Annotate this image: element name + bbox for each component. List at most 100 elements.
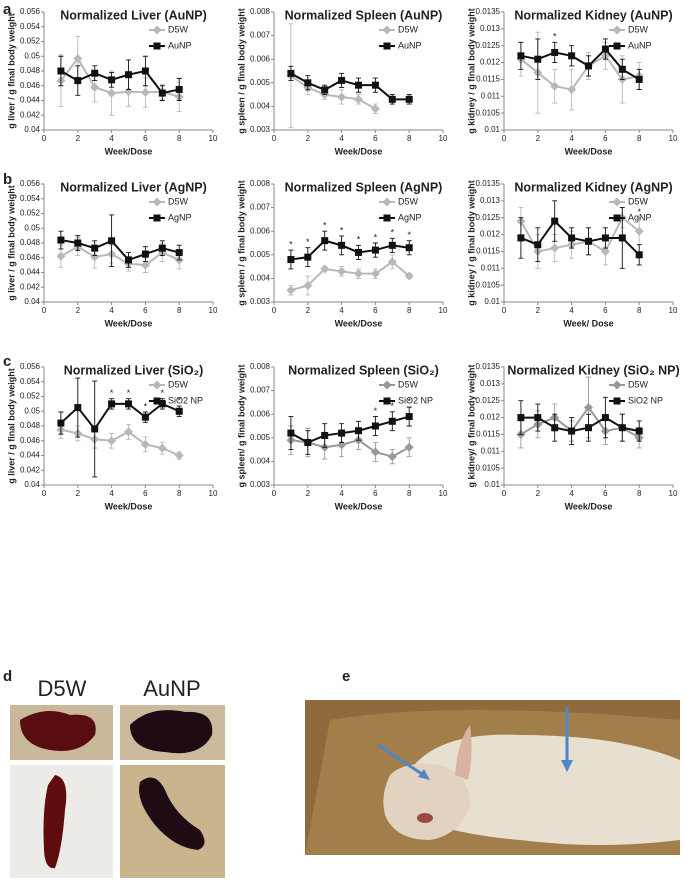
marker xyxy=(371,422,379,430)
liver xyxy=(130,710,213,754)
marker xyxy=(287,429,295,437)
marker xyxy=(153,42,161,50)
y-axis-label: g liver / g final body weight xyxy=(6,368,16,484)
legend-label: D5W xyxy=(168,379,189,389)
marker xyxy=(152,380,162,390)
marker xyxy=(338,241,346,249)
panel-label: a xyxy=(3,1,12,18)
marker xyxy=(125,400,132,408)
x-tick-label: 0 xyxy=(272,134,277,143)
y-tick-label: 0.012 xyxy=(480,413,501,422)
x-tick-label: 2 xyxy=(76,489,81,498)
y-axis-label: g liver / g final body weight xyxy=(6,13,16,129)
y-tick-label: 0.0135 xyxy=(476,179,501,188)
marker xyxy=(601,414,609,422)
marker xyxy=(108,76,116,84)
y-tick-label: 0.052 xyxy=(20,37,41,46)
y-tick-label: 0.008 xyxy=(250,179,271,188)
rat-eye xyxy=(417,813,433,823)
x-tick-label: 6 xyxy=(603,306,608,315)
legend-label: D5W xyxy=(168,196,189,206)
organ-photos xyxy=(10,705,225,878)
x-axis-label: Week/Dose xyxy=(335,318,383,328)
marker xyxy=(107,436,117,446)
y-tick-label: 0.048 xyxy=(20,421,41,430)
marker xyxy=(304,253,312,261)
marker xyxy=(371,81,379,89)
legend-label: AuNP xyxy=(398,40,422,50)
x-tick-label: 6 xyxy=(143,489,148,498)
significance-star: * xyxy=(407,230,411,240)
marker xyxy=(57,236,65,244)
y-tick-label: 0.006 xyxy=(250,54,271,63)
y-tick-label: 0.01 xyxy=(484,297,500,306)
y-tick-label: 0.04 xyxy=(24,125,40,134)
marker xyxy=(56,251,66,261)
y-tick-label: 0.004 xyxy=(250,457,271,466)
y-tick-label: 0.007 xyxy=(250,386,271,395)
y-axis-label: g spleen / g final body weight xyxy=(236,8,246,134)
rat-ear xyxy=(455,725,472,780)
legend-label: SiO2 NP xyxy=(168,395,203,405)
marker xyxy=(141,67,149,75)
x-tick-label: 0 xyxy=(42,489,47,498)
significance-star: * xyxy=(391,228,395,238)
marker xyxy=(585,424,592,432)
y-tick-label: 0.054 xyxy=(20,194,41,203)
y-tick-label: 0.0115 xyxy=(476,247,500,256)
marker xyxy=(585,237,592,245)
y-tick-label: 0.004 xyxy=(250,274,271,283)
y-tick-label: 0.05 xyxy=(24,223,40,232)
marker xyxy=(158,400,166,408)
photo-column-label: D5W xyxy=(38,676,87,701)
chart: 0.003 0.004 0.005 0.006 0.007 0.008 0 2 4 6 8 10 Nor… xyxy=(236,179,448,328)
marker xyxy=(388,241,396,249)
significance-star: * xyxy=(177,395,181,405)
marker xyxy=(534,241,542,249)
y-tick-label: 0.05 xyxy=(24,406,40,415)
marker xyxy=(304,79,312,87)
marker xyxy=(550,243,560,253)
marker xyxy=(152,197,162,207)
chart-title: Normalized Spleen (AgNP) xyxy=(285,180,443,194)
panel-label: c xyxy=(3,353,11,370)
x-tick-label: 4 xyxy=(339,306,344,315)
marker xyxy=(584,402,593,412)
marker xyxy=(74,239,82,247)
marker xyxy=(551,48,559,56)
marker xyxy=(568,234,576,242)
y-axis-label: g kidney/ g final body weight xyxy=(466,364,476,487)
x-tick-label: 0 xyxy=(502,306,507,315)
chart: 0.003 0.004 0.005 0.006 0.007 0.008 0 2 4 6 8 10 Nor… xyxy=(236,362,448,511)
significance-star: * xyxy=(127,388,131,398)
y-tick-label: 0.0105 xyxy=(476,280,501,289)
marker xyxy=(405,95,413,103)
x-tick-label: 2 xyxy=(536,489,541,498)
y-tick-label: 0.054 xyxy=(20,22,41,31)
x-tick-label: 6 xyxy=(603,134,608,143)
marker xyxy=(567,85,577,95)
marker xyxy=(568,52,576,60)
marker xyxy=(57,419,65,427)
y-tick-label: 0.046 xyxy=(20,253,41,262)
marker xyxy=(613,214,621,222)
marker xyxy=(613,397,621,405)
marker xyxy=(355,248,362,256)
marker xyxy=(124,427,133,437)
y-tick-label: 0.044 xyxy=(20,451,41,460)
x-tick-label: 10 xyxy=(209,134,218,143)
significance-star: * xyxy=(161,388,165,398)
marker xyxy=(153,214,161,222)
significance-star: * xyxy=(144,401,148,411)
marker xyxy=(175,249,183,257)
y-tick-label: 0.003 xyxy=(250,125,271,134)
marker xyxy=(338,76,346,84)
chart-title: Normalized Kidney (SiO₂ NP) xyxy=(507,363,679,377)
chart: 0.04 0.042 0.044 0.046 0.048 0.05 0.052 0.054 0.… xyxy=(6,179,218,328)
marker xyxy=(568,427,576,435)
marker xyxy=(91,425,99,433)
marker xyxy=(320,264,330,274)
marker xyxy=(618,234,626,242)
y-tick-label: 0.011 xyxy=(481,263,501,272)
